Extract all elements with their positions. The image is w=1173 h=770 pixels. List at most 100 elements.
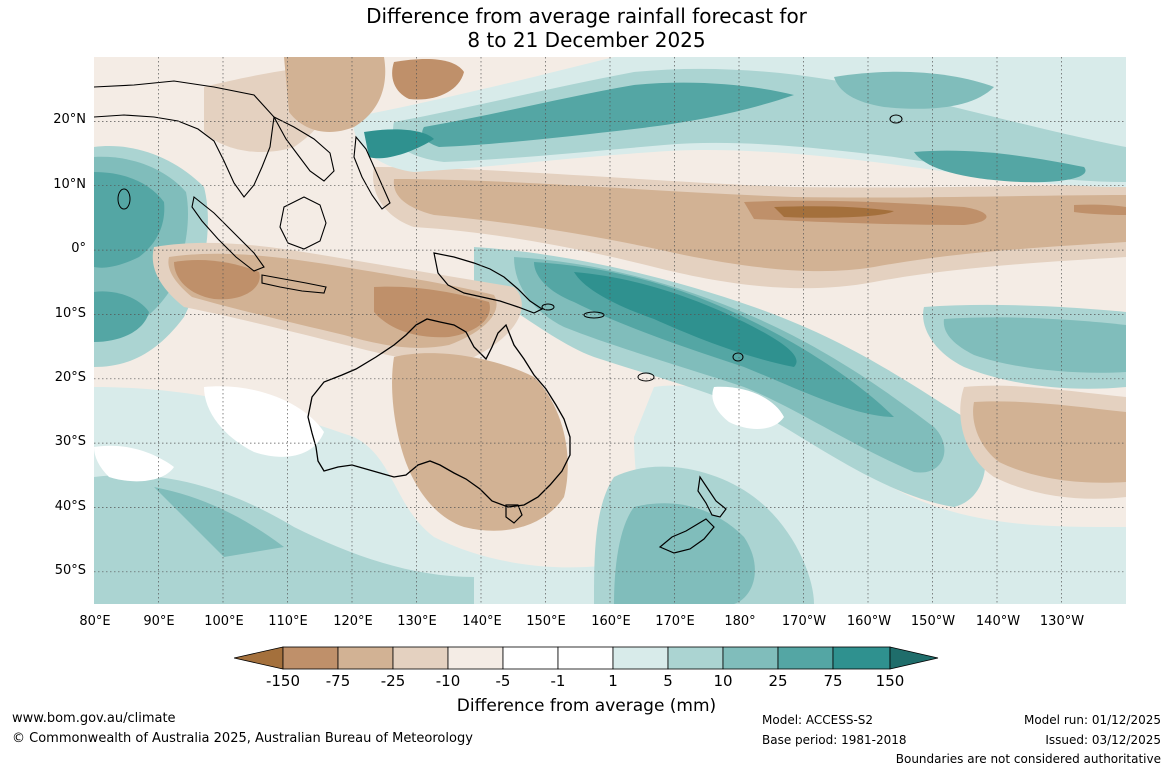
anomaly-region [174,260,260,300]
model-text: Model: ACCESS-S2 [762,713,874,727]
anomaly-region [284,57,386,132]
colorbar-swatch [282,646,339,670]
lat-tick-label: 40°S [54,499,86,514]
anomaly-region [1074,204,1126,215]
anomaly-region [834,71,994,109]
colorbar [234,646,939,670]
anomaly-region [204,386,324,457]
colorbar-swatch [722,646,779,670]
map-title-line-2: 8 to 21 December 2025 [467,28,706,52]
lon-tick-label: 120°E [333,614,373,629]
rainfall-anomaly-map [94,57,1126,604]
anomaly-region [94,172,165,268]
anomaly-region [392,353,568,531]
graticule [94,57,1126,604]
colorbar-swatch [392,646,449,670]
anomaly-region [364,129,434,159]
map-title: Difference from average rainfall forecas… [0,4,1173,52]
map-title-line-1: Difference from average rainfall forecas… [366,4,807,28]
lon-tick-label: 110°E [268,614,308,629]
island-outline [117,188,131,210]
australia-outline [307,318,571,508]
lat-tick-label: 20°S [54,370,86,385]
colorbar-swatch [234,646,284,670]
anomaly-region [574,272,797,367]
lon-tick-label: 140°E [462,614,502,629]
java-outline [261,274,327,294]
website-link[interactable]: www.bom.gov.au/climate [12,711,176,726]
anomaly-region [914,150,1086,183]
anomaly-region [614,503,755,604]
lon-tick-label: 170°W [781,614,827,629]
nz-north-island-outline [697,475,727,518]
colorbar-tick-label: 1 [608,672,618,690]
colorbar-tick-label: 150 [875,672,905,690]
sumatra-outline [191,196,265,272]
anomaly-region [712,386,784,429]
anomaly-region [943,317,1126,373]
lon-tick-label: 80°E [79,614,111,629]
colorbar-tick-label: -150 [265,672,301,690]
lon-tick-label: 130°W [1039,614,1085,629]
colorbar-title: Difference from average (mm) [456,696,717,716]
lat-tick-label: 10°N [53,177,86,192]
lat-tick-label: 20°N [53,112,86,127]
lon-tick-label: 180° [724,614,756,629]
tasmania-outline [505,504,523,524]
lon-tick-label: 100°E [204,614,244,629]
issued-text: Issued: 03/12/2025 [1045,733,1161,747]
anomaly-region [154,487,284,557]
philippines-outline [353,135,391,210]
lon-tick-label: 150°W [910,614,956,629]
anomaly-region [422,82,794,147]
island-outline [583,311,605,319]
base-period-text: Base period: 1981-2018 [762,733,907,747]
lon-tick-label: 160°W [846,614,892,629]
colorbar-tick-label: -10 [435,672,461,690]
anomaly-region [973,401,1126,483]
anomaly-region [774,206,894,218]
anomaly-region [393,179,1126,272]
colorbar-tick-label: 5 [663,672,673,690]
indochina-outline [272,115,335,182]
lon-tick-label: 170°E [655,614,695,629]
borneo-outline [279,196,327,250]
anomaly-region [374,286,490,338]
copyright-text: © Commonwealth of Australia 2025, Austra… [12,731,473,746]
colorbar-swatch [832,646,891,670]
colorbar-tick-label: 75 [823,672,843,690]
island-outline [889,114,903,124]
colorbar-tick-label: -25 [380,672,406,690]
lon-tick-label: 150°E [526,614,566,629]
lon-tick-label: 140°W [975,614,1021,629]
anomaly-region [94,291,149,342]
nz-south-island-outline [658,518,715,554]
anomaly-region [392,59,464,100]
lon-tick-label: 130°E [397,614,437,629]
lat-tick-label: 10°S [54,306,86,321]
colorbar-swatch [667,646,724,670]
colorbar-swatch [612,646,669,670]
colorbar-tick-label: -75 [325,672,351,690]
colorbar-tick-label: 25 [768,672,788,690]
lat-tick-label: 30°S [54,434,86,449]
anomaly-region [94,445,174,482]
colorbar-swatch [889,646,939,670]
lon-tick-label: 90°E [143,614,175,629]
lat-tick-label: 0° [71,241,86,256]
new-guinea-outline [433,252,544,314]
colorbar-swatch [447,646,504,670]
disclaimer-text: Boundaries are not considered authoritat… [895,752,1161,766]
colorbar-tick-label: 10 [713,672,733,690]
colorbar-swatch [777,646,834,670]
island-outline [541,303,555,311]
southeast-asia-outline [94,80,275,198]
colorbar-tick-label: -5 [495,672,511,690]
colorbar-swatch [337,646,394,670]
island-outline [637,372,655,382]
island-outline [732,352,744,362]
lat-tick-label: 50°S [54,563,86,578]
colorbar-tick-label: -1 [550,672,566,690]
colorbar-swatch [557,646,614,670]
model-run-text: Model run: 01/12/2025 [1023,713,1161,727]
